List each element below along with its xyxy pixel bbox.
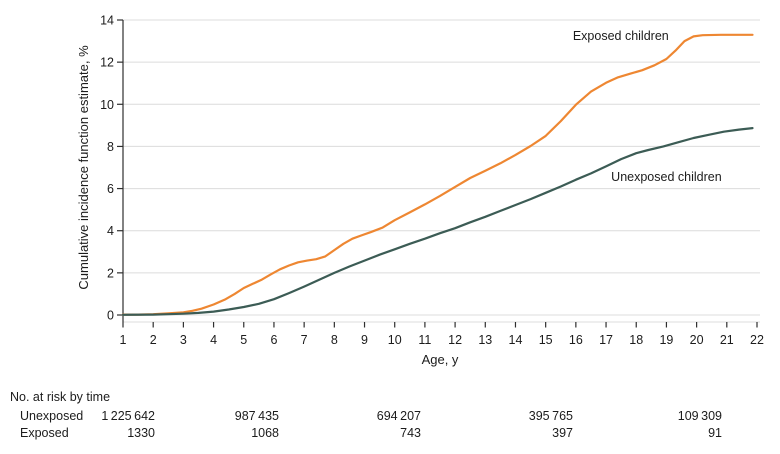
x-tick-label: 15: [539, 333, 553, 347]
x-tick-label: 8: [331, 333, 338, 347]
risk-value-unexposed-age10: 694 207: [376, 409, 421, 423]
y-tick-label: 8: [107, 140, 114, 154]
x-tick-label: 19: [659, 333, 673, 347]
x-tick-label: 22: [750, 333, 764, 347]
risk-row-label-exposed: Exposed: [20, 426, 69, 440]
series-line-exposed: [121, 33, 754, 316]
x-tick-label: 16: [569, 333, 583, 347]
y-tick-label: 10: [100, 98, 114, 112]
x-axis-title: Age, y: [422, 352, 459, 367]
x-tick-label: 9: [361, 333, 368, 347]
x-tick-label: 12: [448, 333, 462, 347]
y-tick-label: 4: [107, 224, 114, 238]
y-tick-label: 2: [107, 266, 114, 280]
risk-value-exposed-age1: 1330: [127, 426, 155, 440]
series-label-exposed: Exposed children: [573, 29, 669, 43]
series-line-unexposed: [121, 127, 754, 316]
x-tick-label: 17: [599, 333, 613, 347]
y-tick-label: 6: [107, 182, 114, 196]
x-tick-label: 11: [418, 333, 431, 347]
risk-value-exposed-age10: 743: [400, 426, 421, 440]
y-tick-label: 0: [107, 309, 114, 323]
x-tick-label: 14: [509, 333, 523, 347]
risk-value-unexposed-age20: 109 309: [677, 409, 722, 423]
risk-value-unexposed-age1: 1 225 642: [101, 409, 155, 423]
x-tick-label: 20: [690, 333, 704, 347]
y-tick-label: 14: [100, 14, 114, 28]
x-tick-label: 4: [210, 333, 217, 347]
x-tick-label: 13: [478, 333, 492, 347]
x-tick-label: 5: [240, 333, 247, 347]
risk-value-exposed-age5: 1068: [251, 426, 279, 440]
risk-value-unexposed-age15: 395 765: [528, 409, 573, 423]
risk-row-label-unexposed: Unexposed: [20, 409, 84, 423]
x-tick-label: 18: [629, 333, 643, 347]
risk-value-exposed-age15: 397: [552, 426, 573, 440]
risk-value-unexposed-age5: 987 435: [234, 409, 279, 423]
x-tick-label: 6: [270, 333, 277, 347]
x-tick-label: 10: [388, 333, 402, 347]
x-tick-label: 7: [301, 333, 308, 347]
risk-value-exposed-age20: 91: [708, 426, 722, 440]
x-tick-label: 3: [180, 333, 187, 347]
x-tick-label: 21: [720, 333, 734, 347]
risk-table-title: No. at risk by time: [10, 390, 111, 404]
x-tick-label: 2: [150, 333, 157, 347]
series-label-unexposed: Unexposed children: [611, 170, 722, 184]
y-axis-title: Cumulative incidence function estimate, …: [76, 45, 91, 290]
x-tick-label: 1: [120, 333, 127, 347]
y-tick-label: 12: [100, 56, 114, 70]
